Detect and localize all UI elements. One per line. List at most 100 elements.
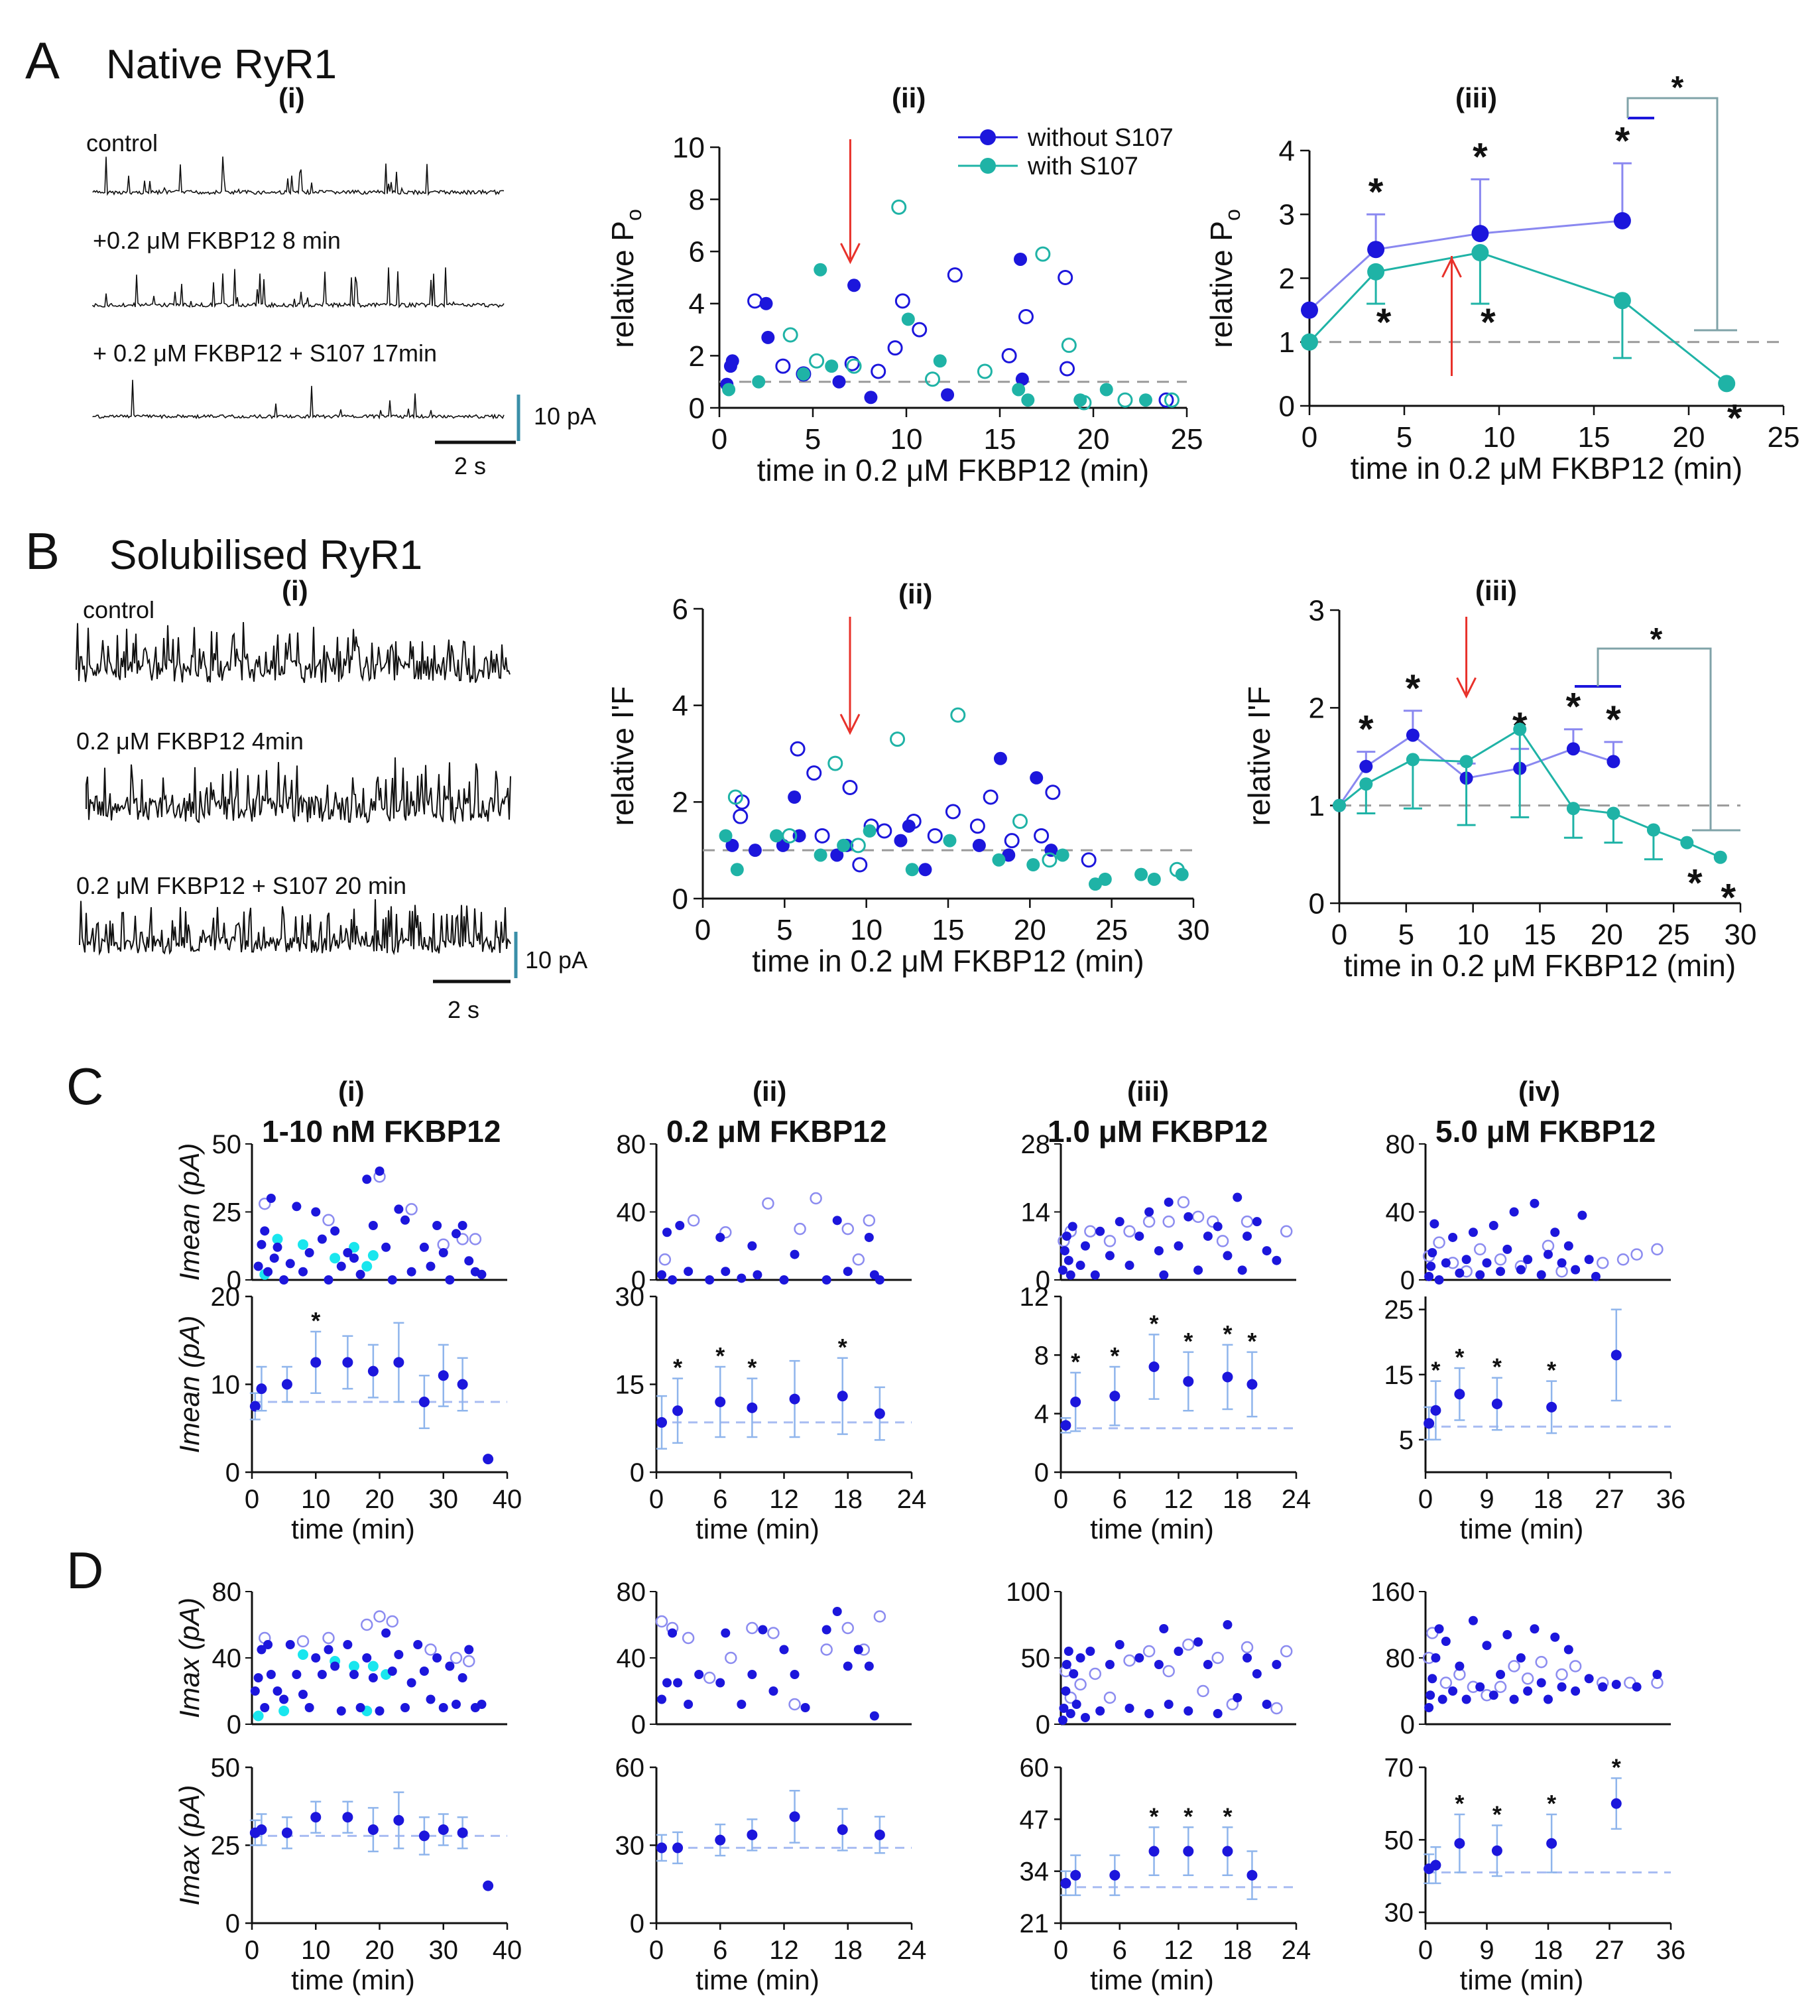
y-tick-label: 15: [1384, 1361, 1414, 1390]
data-point-open: [1521, 1672, 1534, 1685]
x-tick-label: 10: [1483, 421, 1516, 454]
data-point-cyan: [253, 1710, 264, 1722]
data-point: [656, 1842, 668, 1854]
data-point-open: [1162, 1665, 1175, 1678]
x-tick-label: 30: [1178, 914, 1210, 946]
data-point: [1272, 1255, 1282, 1265]
data-point: [821, 1625, 831, 1635]
data-point: [737, 1273, 747, 1283]
small-chart-D2m: 0 6 12 18 24 0 30 60 time (min): [615, 1753, 927, 1995]
x-tick-label: 20: [1014, 914, 1046, 946]
x-tick-label: 6: [1113, 1485, 1127, 1514]
data-point: [1424, 1418, 1435, 1429]
y-tick-label: 5: [1399, 1426, 1414, 1455]
data-point-open: [687, 1214, 700, 1227]
data-point-open: [846, 358, 862, 374]
data-point: [1536, 1270, 1546, 1280]
data-point: [281, 1379, 292, 1390]
data-point-open: [947, 267, 963, 283]
data-point: [1571, 1686, 1581, 1696]
data-point-open: [658, 1253, 672, 1266]
data-point: [673, 1678, 683, 1688]
y-tick-label: 60: [1020, 1753, 1050, 1783]
bracket-gray: [1597, 647, 1740, 832]
data-point: [789, 1393, 800, 1405]
x-tick-label: 5: [1396, 421, 1412, 454]
data-point: [269, 1253, 279, 1263]
x-axis-label: time (min): [696, 1513, 819, 1544]
data-point: [1203, 1660, 1213, 1669]
data-point: [343, 1640, 353, 1649]
data-point: [1246, 1869, 1258, 1881]
small-chart-D1m: 0 10 20 30 40 0 25 50 time (min) Imax (pA): [174, 1753, 522, 1995]
y-tick-label: 4: [672, 690, 688, 722]
data-point: [1144, 1709, 1154, 1718]
data-point-open: [1651, 1243, 1664, 1256]
data-point-open: [841, 1621, 854, 1635]
data-point: [419, 1242, 429, 1252]
data-point: [381, 1242, 391, 1252]
x-tick-label: 6: [713, 1485, 727, 1514]
data-point: [1546, 1401, 1557, 1413]
data-point: [1613, 212, 1631, 229]
data-point-filled: [863, 824, 877, 838]
data-point: [1233, 1192, 1243, 1202]
data-point: [330, 1661, 340, 1671]
y-tick-label: 10: [672, 131, 705, 164]
x-tick-label: 15: [1578, 421, 1610, 454]
data-point: [1095, 1226, 1105, 1236]
data-point-open: [877, 823, 892, 839]
x-axis-label: time (min): [291, 1964, 415, 1995]
data-point: [292, 1670, 302, 1679]
data-point-open: [871, 363, 886, 379]
small-chart-C3: 0 14 28: [1021, 1130, 1296, 1295]
data-point-open: [1117, 392, 1133, 408]
data-point-open: [1439, 1676, 1453, 1689]
small-chart-D2: 0 40 80: [617, 1578, 912, 1739]
y-tick-label: 70: [1384, 1753, 1414, 1783]
x-tick-label: 0: [1054, 1485, 1068, 1514]
significance-star: *: [1247, 1328, 1256, 1355]
x-tick-label: 18: [1223, 1485, 1252, 1514]
x-tick-label: 10: [301, 1485, 331, 1514]
data-point: [657, 1270, 667, 1280]
x-axis-label: time in 0.2 μM FKBP12 (min): [752, 944, 1144, 978]
data-point: [1148, 1846, 1160, 1857]
A-trace-fkbp12: [92, 267, 505, 308]
data-point: [1065, 1709, 1075, 1718]
y-axis-label: relative I'F: [1242, 686, 1276, 826]
data-point: [1070, 1397, 1081, 1407]
data-point-filled: [918, 863, 932, 877]
data-point-open: [782, 327, 798, 343]
data-point-open: [1162, 1215, 1175, 1228]
x-tick-label: 40: [493, 1936, 522, 1965]
data-point-open: [1494, 1680, 1507, 1693]
data-point: [875, 1275, 884, 1285]
data-point: [1075, 1261, 1085, 1271]
data-point-filled: [894, 834, 908, 848]
y-tick-label: 0: [1400, 1266, 1415, 1295]
data-point-open: [775, 358, 791, 374]
data-point: [1134, 1653, 1144, 1663]
x-axis-label: time (min): [1460, 1964, 1584, 1995]
data-point: [1067, 1222, 1077, 1231]
data-point: [250, 1686, 260, 1696]
data-point-open: [1569, 1660, 1582, 1672]
data-point-open: [863, 1214, 876, 1227]
data-point-filled: [761, 330, 775, 344]
significance-star: *: [1183, 1328, 1193, 1355]
x-tick-label: 27: [1595, 1936, 1624, 1965]
x-tick-label: 25: [1658, 918, 1690, 951]
data-point: [656, 1417, 668, 1428]
y-tick-label: 8: [1034, 1341, 1049, 1370]
data-point-open: [682, 1631, 695, 1645]
data-point-open: [782, 828, 798, 844]
y-tick-label: 30: [615, 1283, 645, 1312]
data-point: [1566, 802, 1580, 816]
data-point-open: [1142, 1215, 1156, 1228]
data-point-open: [788, 1698, 801, 1711]
x-axis-label: time in 0.2 μM FKBP12 (min): [1351, 451, 1742, 485]
data-point: [1262, 1246, 1272, 1256]
C-iii-title: 1.0 μM FKBP12: [1048, 1114, 1268, 1149]
data-point: [864, 1232, 874, 1242]
